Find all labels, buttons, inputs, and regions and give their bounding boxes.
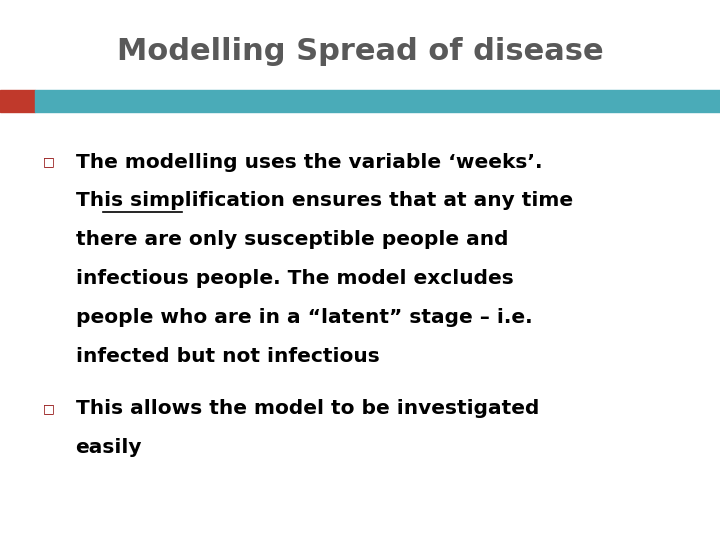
- Text: easily: easily: [76, 438, 142, 457]
- Text: □: □: [43, 402, 55, 415]
- Text: people who are in a “latent” stage – i.e.: people who are in a “latent” stage – i.e…: [76, 308, 532, 327]
- Text: Modelling Spread of disease: Modelling Spread of disease: [117, 37, 603, 66]
- Text: This simplification ensures that at any time: This simplification ensures that at any …: [76, 191, 572, 211]
- Text: This allows the model to be investigated: This allows the model to be investigated: [76, 399, 539, 418]
- Text: infectious people. The model excludes: infectious people. The model excludes: [76, 269, 513, 288]
- Bar: [0, 90, 35, 112]
- Bar: [35, 90, 720, 112]
- Text: The modelling uses the variable ‘weeks’.: The modelling uses the variable ‘weeks’.: [76, 152, 542, 172]
- Text: infected but not infectious: infected but not infectious: [76, 347, 379, 366]
- Text: there are only susceptible people and: there are only susceptible people and: [76, 230, 508, 249]
- Text: □: □: [43, 156, 55, 168]
